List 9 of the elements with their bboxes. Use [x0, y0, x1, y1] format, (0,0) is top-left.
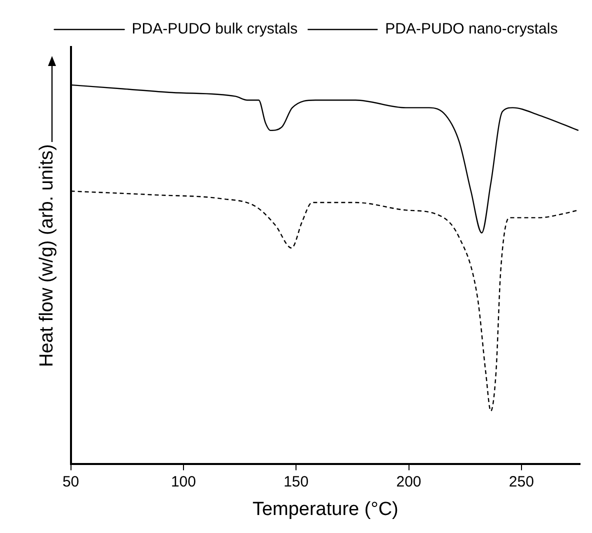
x-tick-label: 150: [284, 473, 309, 490]
x-axis-title: Temperature (°C): [252, 498, 398, 520]
x-tick-label: 100: [170, 473, 196, 490]
legend-label: PDA-PUDO bulk crystals: [132, 20, 298, 38]
x-tick-label: 200: [396, 473, 422, 490]
x-tick-label: 250: [508, 473, 534, 490]
y-axis-title: Heat flow (w/g) (arb. units): [36, 144, 58, 367]
x-tick-label: 50: [62, 473, 80, 490]
legend-label: PDA-PUDO nano-crystals: [385, 20, 558, 38]
